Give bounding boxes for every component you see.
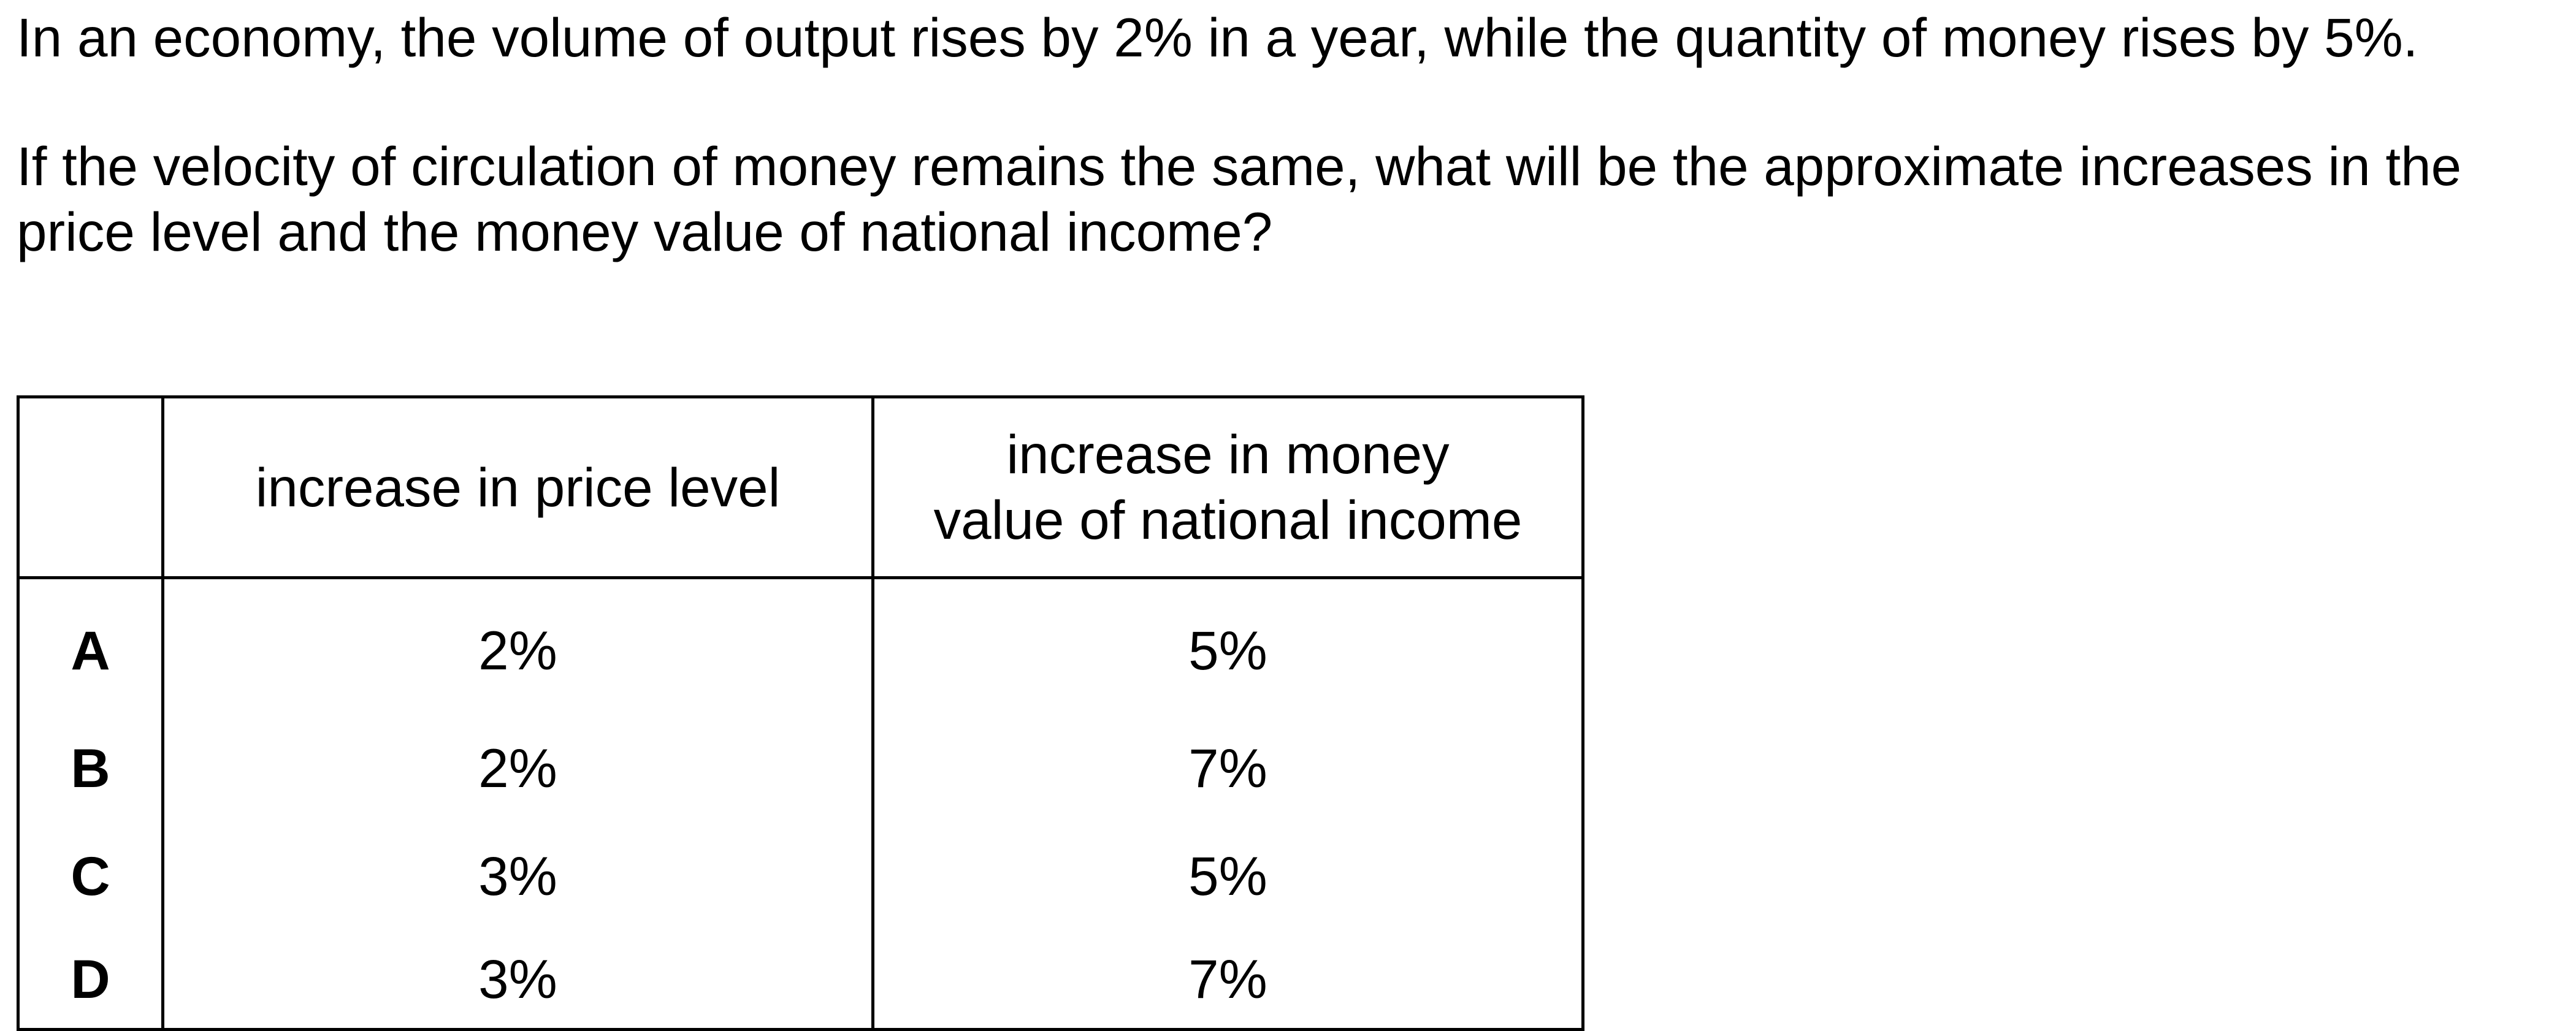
- question-stem: In an economy, the volume of output rise…: [17, 5, 2531, 265]
- option-row-d[interactable]: D 3% 7%: [17, 930, 1584, 1031]
- option-row-b[interactable]: B 2% 7%: [17, 714, 1584, 822]
- header-national-income: increase in money value of national inco…: [871, 395, 1584, 579]
- option-key: A: [17, 577, 164, 714]
- option-national-income: 7%: [871, 930, 1584, 1031]
- header-national-income-line-1: increase in money: [1006, 424, 1450, 485]
- option-price-level: 2%: [161, 577, 874, 714]
- header-option-key: [17, 395, 164, 579]
- option-national-income: 5%: [871, 577, 1584, 714]
- option-key: B: [17, 714, 164, 822]
- option-price-level: 2%: [161, 714, 874, 822]
- option-price-level: 3%: [161, 930, 874, 1031]
- header-price-level: increase in price level: [161, 395, 874, 579]
- option-national-income: 7%: [871, 714, 1584, 822]
- question-paragraph-1: In an economy, the volume of output rise…: [17, 7, 2418, 68]
- option-national-income: 5%: [871, 822, 1584, 930]
- question-paragraph-2: If the velocity of circulation of money …: [17, 135, 2462, 262]
- option-key: C: [17, 822, 164, 930]
- option-row-c[interactable]: C 3% 5%: [17, 822, 1584, 930]
- option-price-level: 3%: [161, 822, 874, 930]
- table-header-row: increase in price level increase in mone…: [17, 395, 1584, 579]
- option-key: D: [17, 930, 164, 1031]
- option-row-a[interactable]: A 2% 5%: [17, 577, 1584, 714]
- answer-options-table: increase in price level increase in mone…: [17, 395, 1584, 1031]
- header-national-income-line-2: value of national income: [933, 489, 1523, 550]
